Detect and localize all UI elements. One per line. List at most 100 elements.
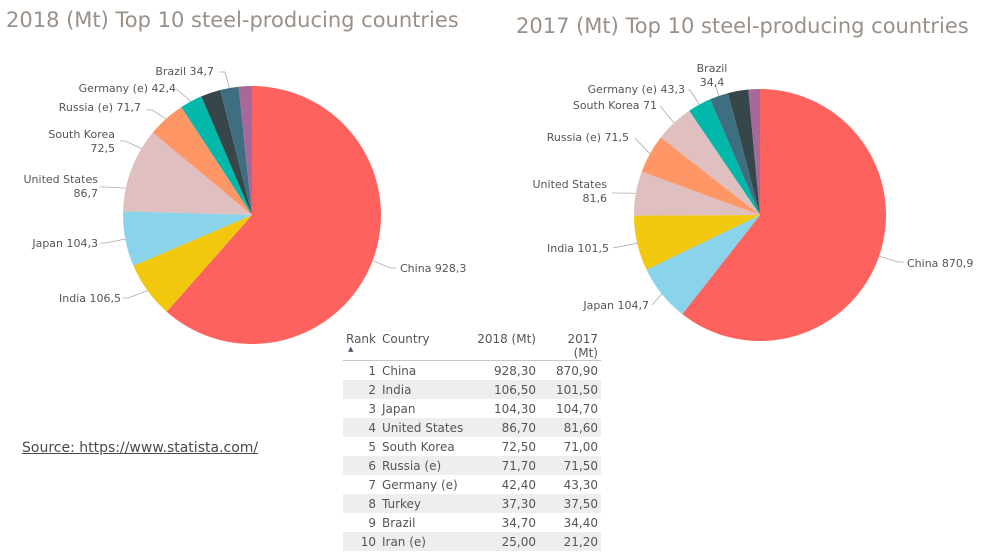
leader-line bbox=[100, 238, 126, 244]
pie-slice-2017-china[interactable] bbox=[682, 89, 886, 341]
cell-rank: 6 bbox=[343, 456, 379, 475]
pie-slice-2017-brazil[interactable] bbox=[710, 93, 760, 215]
data-label-2017-brazil: Brazil 34,4 bbox=[697, 62, 728, 89]
pie-slice-2018-turkey[interactable] bbox=[201, 89, 252, 215]
pie-slice-2018-united-states[interactable] bbox=[123, 165, 253, 215]
leader-line bbox=[714, 83, 720, 96]
pie-slice-2017-south-korea[interactable] bbox=[660, 110, 760, 215]
cell-country: India bbox=[378, 380, 473, 399]
leader-line bbox=[219, 71, 230, 89]
cell-country: Brazil bbox=[381, 515, 416, 530]
cell-2017: 71,50 bbox=[538, 456, 601, 475]
leader-line bbox=[878, 255, 904, 263]
table-row[interactable]: 2 India 106,50 101,50 bbox=[343, 380, 601, 399]
cell-country: Russia (e) bbox=[378, 456, 473, 475]
cell-2018: 71,70 bbox=[472, 456, 539, 475]
pie-slice-2017-russia-e[interactable] bbox=[641, 137, 760, 215]
chart-title-2018: 2018 (Mt) Top 10 steel-producing countri… bbox=[6, 8, 459, 32]
sort-ascending-icon[interactable]: ▲ bbox=[348, 345, 354, 353]
leader-line bbox=[612, 242, 638, 249]
pie-slice-2017-germany-e[interactable] bbox=[689, 99, 760, 215]
data-label-2018-brazil: Brazil 34,7 bbox=[155, 65, 214, 78]
table-row[interactable]: 7 Germany (e) 42,40 43,30 bbox=[343, 475, 601, 494]
pie-slice-2018-iran-e[interactable] bbox=[238, 86, 252, 215]
data-label-2018-south-korea: South Korea 72,5 bbox=[48, 128, 115, 155]
cell-rank: 4 bbox=[343, 418, 379, 437]
leader-line bbox=[120, 140, 142, 149]
chart-title-2017: 2017 (Mt) Top 10 steel-producing countri… bbox=[516, 14, 969, 38]
data-label-2017-china: China 870,9 bbox=[907, 257, 973, 270]
leader-line bbox=[634, 137, 651, 154]
cell-2018: 106,50 bbox=[472, 380, 539, 399]
data-label-2017-united-states: United States 81,6 bbox=[533, 178, 608, 205]
cell-rank: 7 bbox=[368, 477, 376, 492]
pie-slice-2017-iran-e[interactable] bbox=[748, 89, 760, 215]
leader-line bbox=[123, 290, 148, 299]
leader-line bbox=[175, 88, 192, 102]
cell-country: South Korea bbox=[381, 439, 455, 454]
table-row[interactable]: 6 Russia (e) 71,70 71,50 bbox=[343, 456, 601, 475]
pie-slice-2017-united-states[interactable] bbox=[634, 171, 760, 216]
table-row[interactable]: 4 United States 86,70 81,60 bbox=[343, 418, 601, 437]
source-link[interactable]: Source: https://www.statista.com/ bbox=[22, 440, 259, 456]
pie-slice-2018-china[interactable] bbox=[166, 86, 381, 345]
column-header-2018[interactable]: 2018 (Mt) bbox=[472, 332, 539, 361]
pie-slice-2018-brazil[interactable] bbox=[220, 86, 252, 215]
cell-2018: 42,40 bbox=[501, 477, 536, 492]
column-header-country[interactable]: Country bbox=[378, 332, 473, 361]
table-row[interactable]: 5 South Korea 72,50 71,00 bbox=[343, 437, 601, 456]
pie-slice-2018-russia-e[interactable] bbox=[152, 107, 252, 215]
data-label-2017-japan: Japan 104,7 bbox=[582, 299, 649, 312]
pie-slice-2017-japan[interactable] bbox=[646, 215, 760, 315]
cell-country: United States bbox=[378, 418, 473, 437]
table-row[interactable]: 8 Turkey 37,30 37,50 bbox=[343, 494, 601, 513]
cell-country: China bbox=[381, 363, 417, 378]
table-row[interactable]: 1 China 928,30 870,90 bbox=[343, 361, 601, 381]
leader-line bbox=[659, 105, 675, 124]
column-header-2017[interactable]: 2017 (Mt) bbox=[538, 332, 601, 361]
leader-line bbox=[100, 186, 126, 189]
pie-slice-2018-south-korea[interactable] bbox=[132, 132, 252, 215]
cell-rank: 2 bbox=[343, 380, 379, 399]
leader-line bbox=[688, 89, 700, 105]
cell-2017: 870,90 bbox=[555, 363, 598, 378]
cell-rank: 1 bbox=[368, 363, 376, 378]
table-header-row: Rank ▲ Country 2018 (Mt) 2017 (Mt) bbox=[343, 332, 601, 361]
cell-country: Germany (e) bbox=[381, 477, 458, 492]
cell-2017: 34,40 bbox=[563, 515, 598, 530]
data-label-2018-united-states: United States 86,7 bbox=[24, 173, 99, 200]
pie-slice-2018-india[interactable] bbox=[133, 215, 252, 312]
table-row[interactable]: 10 Iran (e) 25,00 21,20 bbox=[343, 532, 601, 551]
cell-rank: 10 bbox=[343, 532, 379, 551]
data-label-2017-south-korea: South Korea 71 bbox=[573, 99, 657, 112]
cell-2017: 104,70 bbox=[555, 401, 598, 416]
cell-2017: 21,20 bbox=[538, 532, 601, 551]
cell-2018: 104,30 bbox=[493, 401, 536, 416]
cell-rank: 9 bbox=[368, 515, 376, 530]
table-row[interactable]: 9 Brazil 34,70 34,40 bbox=[343, 513, 601, 532]
cell-country: Turkey bbox=[378, 494, 473, 513]
data-label-2017-germany-e: Germany (e) 43,3 bbox=[588, 83, 685, 96]
cell-2018: 34,70 bbox=[501, 515, 536, 530]
cell-2018: 928,30 bbox=[493, 363, 536, 378]
column-header-rank[interactable]: Rank ▲ bbox=[343, 332, 379, 361]
cell-country: Japan bbox=[381, 401, 416, 416]
pie-slice-2017-turkey[interactable] bbox=[728, 89, 760, 215]
column-header-rank-label: Rank bbox=[346, 332, 376, 346]
data-table: Rank ▲ Country 2018 (Mt) 2017 (Mt) 1 China… bbox=[343, 332, 601, 551]
cell-rank: 8 bbox=[343, 494, 379, 513]
pie-slice-2018-japan[interactable] bbox=[123, 211, 252, 266]
cell-2018: 25,00 bbox=[472, 532, 539, 551]
data-label-2018-russia-e: Russia (e) 71,7 bbox=[59, 101, 141, 114]
leader-line bbox=[372, 260, 396, 269]
cell-2018: 86,70 bbox=[472, 418, 539, 437]
cell-2017: 101,50 bbox=[538, 380, 601, 399]
pie-slice-2018-germany-e[interactable] bbox=[181, 96, 252, 215]
data-label-2018-india: India 106,5 bbox=[59, 292, 121, 305]
pie-slice-2017-india[interactable] bbox=[634, 215, 760, 270]
cell-rank: 5 bbox=[368, 439, 376, 454]
leader-line bbox=[651, 293, 663, 306]
table-row[interactable]: 3 Japan 104,30 104,70 bbox=[343, 399, 601, 418]
